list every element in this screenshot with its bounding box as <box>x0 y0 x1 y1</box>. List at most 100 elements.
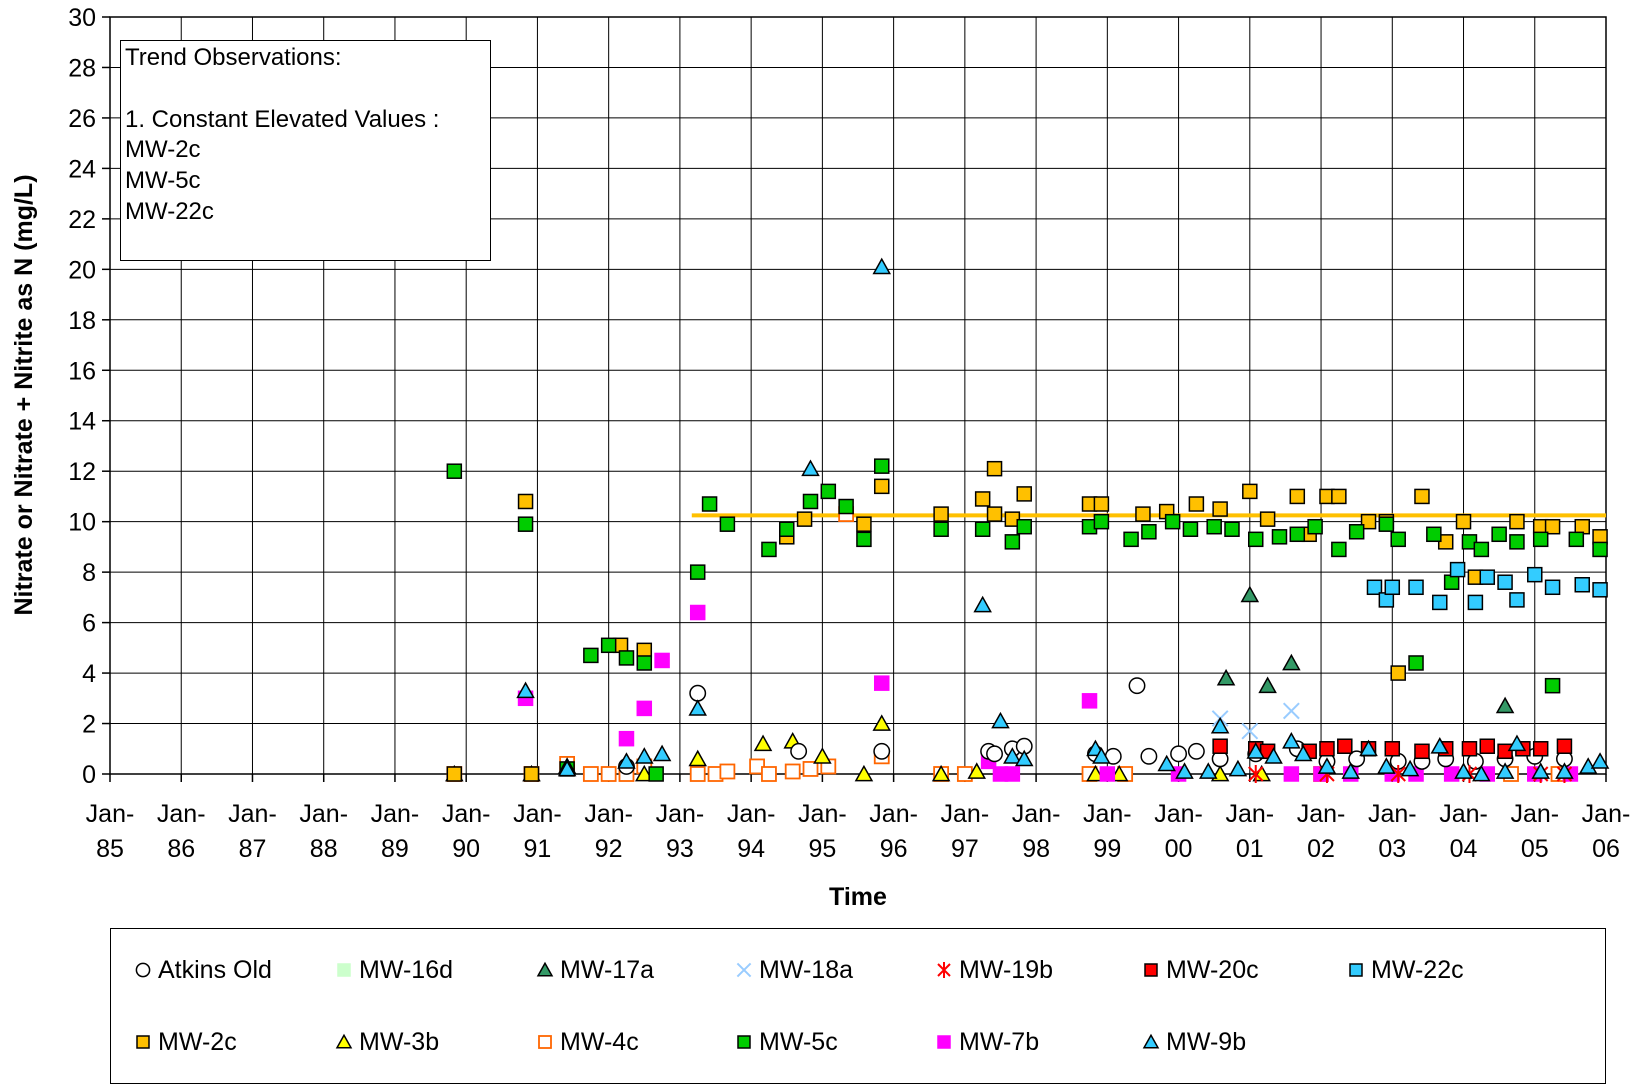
legend-marker <box>1349 963 1363 977</box>
y-tick-label: 2 <box>82 711 96 739</box>
data-point <box>1408 655 1424 671</box>
data-point <box>1242 483 1258 500</box>
data-point <box>1384 579 1401 596</box>
x-tick-label-bottom: 95 <box>808 835 836 863</box>
x-tick-label-bottom: 94 <box>737 835 765 863</box>
data-point <box>1093 496 1110 512</box>
data-point <box>1093 513 1110 530</box>
legend-item-mw-7b: MW-7b <box>935 1027 1039 1057</box>
plot-area-frame <box>109 16 1607 775</box>
legend-label: MW-3b <box>359 1027 440 1056</box>
data-point <box>1240 585 1260 603</box>
data-point <box>1241 722 1259 740</box>
data-point <box>873 458 890 474</box>
data-point <box>1497 574 1513 590</box>
note-line: 1. Constant Elevated Values : <box>125 105 440 133</box>
legend-item-mw-17a: MW-17a <box>536 955 654 985</box>
data-point <box>856 516 872 532</box>
data-point <box>688 749 707 767</box>
legend-item-mw-3b: MW-3b <box>335 1027 439 1057</box>
series-mw-2c <box>446 460 1608 782</box>
data-point <box>1228 759 1248 777</box>
data-point <box>1086 764 1105 782</box>
data-point <box>1531 762 1550 779</box>
data-point <box>873 478 890 495</box>
y-tick-label: 24 <box>68 155 96 183</box>
legend-item-mw-20c: MW-20c <box>1142 955 1259 985</box>
x-axis-title: Time <box>829 883 887 911</box>
data-point <box>854 764 874 782</box>
chart-legend: Atkins Old MW-16d MW-17a MW-18a MW-19b MW-20c… <box>110 928 1606 1084</box>
legend-symbol <box>335 1033 353 1049</box>
legend-marker <box>538 1035 552 1049</box>
x-tick-label-bottom: 05 <box>1521 835 1549 863</box>
data-point <box>1509 513 1525 530</box>
data-point <box>1175 762 1194 779</box>
data-point <box>1495 762 1515 779</box>
data-point <box>1455 513 1472 530</box>
legend-symbol <box>1349 963 1363 977</box>
legend-symbol <box>337 963 351 977</box>
data-point <box>1590 752 1610 769</box>
legend-symbol <box>937 1035 951 1049</box>
data-point <box>1092 747 1111 764</box>
series-mw-3b <box>445 714 1271 782</box>
data-point <box>1246 742 1266 759</box>
note-line: MW-2c <box>125 136 201 164</box>
data-point <box>802 761 819 777</box>
data-point <box>1507 734 1527 752</box>
note-line <box>125 74 490 105</box>
data-point <box>1289 488 1306 505</box>
data-point <box>1170 745 1188 763</box>
legend-label: MW-19b <box>959 955 1054 984</box>
data-point <box>761 541 777 558</box>
data-point <box>600 637 617 654</box>
data-point <box>1430 737 1450 754</box>
data-point <box>784 763 801 780</box>
data-point <box>1432 594 1448 611</box>
data-point <box>1592 541 1608 558</box>
legend-marker <box>1144 963 1158 977</box>
data-point <box>872 714 892 731</box>
data-point <box>635 747 654 764</box>
y-tick-label: 12 <box>68 458 96 486</box>
note-line: Trend Observations: <box>125 44 342 71</box>
legend-item-mw-5c: MW-5c <box>735 1027 838 1057</box>
x-tick-label-top: Jan- <box>228 800 277 828</box>
data-point <box>1164 513 1181 530</box>
x-tick-label-bottom: 99 <box>1093 835 1121 863</box>
x-tick-label-top: Jan- <box>1439 800 1488 828</box>
data-point <box>1198 762 1218 779</box>
data-point <box>1592 582 1608 598</box>
y-tick-label: 10 <box>68 509 96 537</box>
data-point <box>1390 765 1406 783</box>
data-point <box>1317 757 1337 774</box>
data-point <box>1264 747 1283 764</box>
data-point <box>820 483 837 500</box>
x-tick-label-bottom: 02 <box>1307 835 1335 863</box>
legend-marker <box>337 963 351 977</box>
data-point <box>618 730 635 747</box>
data-point <box>1210 716 1230 734</box>
data-point <box>1556 738 1573 754</box>
legend-symbol <box>538 1035 552 1049</box>
data-point <box>1140 747 1158 765</box>
data-point <box>1004 534 1021 550</box>
data-point <box>802 493 819 510</box>
data-point <box>517 516 534 532</box>
legend-marker <box>937 962 951 978</box>
x-tick-label-top: Jan- <box>1083 800 1132 828</box>
data-point <box>974 491 991 507</box>
data-point <box>517 493 534 510</box>
legend-label: MW-20c <box>1166 955 1259 984</box>
legend-item-mw-2c: MW-2c <box>134 1027 237 1057</box>
data-point <box>1509 592 1525 608</box>
legend-symbol <box>736 962 752 978</box>
data-point <box>1400 759 1420 777</box>
data-point <box>1004 766 1021 782</box>
x-tick-label-bottom: 86 <box>167 835 195 863</box>
legend-symbol <box>1144 963 1158 977</box>
data-point <box>582 766 599 782</box>
data-point <box>933 506 949 522</box>
data-point <box>1532 741 1549 757</box>
